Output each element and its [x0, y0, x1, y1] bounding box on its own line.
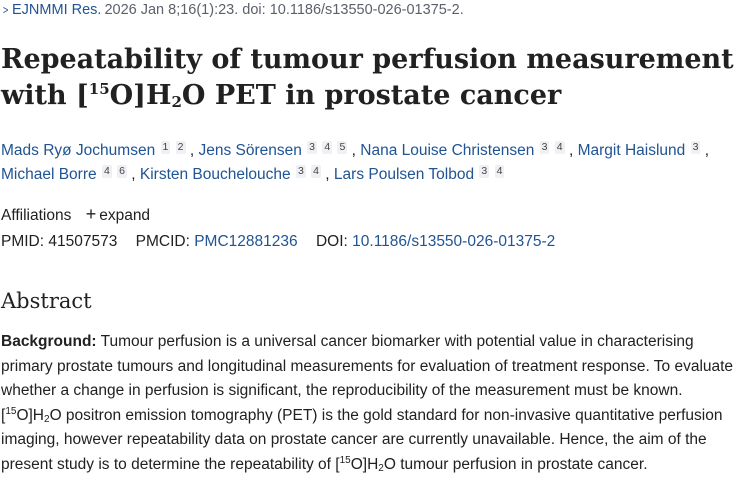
affiliation-number[interactable]: 2 [175, 141, 186, 154]
author-link[interactable]: Kirsten Bouchelouche [139, 166, 291, 183]
author-list: Mads Ryø Jochumsen 1 2 , Jens Sörensen 3… [1, 141, 710, 183]
affiliation-number[interactable]: 3 [479, 165, 490, 178]
pmcid-link[interactable]: PMC12881236 [194, 233, 298, 250]
pmcid-label: PMCID: [135, 233, 190, 250]
affiliations-row: Affiliations + expand [1, 204, 150, 225]
chevron-right-icon[interactable]: > [2, 3, 9, 17]
pmid-value: 41507573 [48, 233, 118, 250]
doi-link[interactable]: 10.1186/s13550-026-01375-2 [352, 233, 556, 250]
affiliation-number[interactable]: 4 [494, 165, 505, 178]
author-link[interactable]: Lars Poulsen Tolbod [333, 166, 475, 183]
author-link[interactable]: Michael Borre [1, 166, 97, 183]
abstract-background: Background: Tumour perfusion is a univer… [1, 333, 734, 474]
citation-details: 2026 Jan 8;16(1):23. doi: 10.1186/s13550… [104, 2, 464, 18]
citation-line: > EJNMMI Res. 2026 Jan 8;16(1):23. doi: 10… [2, 2, 464, 18]
expand-affiliations-button[interactable]: + expand [85, 204, 151, 224]
affiliation-number[interactable]: 4 [101, 165, 112, 178]
affiliations-label: Affiliations [1, 207, 72, 224]
doi-label: DOI: [315, 233, 348, 250]
affiliation-number[interactable]: 4 [554, 141, 565, 154]
journal-link[interactable]: EJNMMI Res. [12, 2, 102, 18]
affiliation-number[interactable]: 4 [322, 141, 333, 154]
abstract-heading: Abstract [1, 289, 92, 313]
author-link[interactable]: Jens Sörensen [198, 142, 302, 159]
plus-icon: + [85, 204, 97, 224]
background-label: Background: [1, 333, 97, 350]
affiliation-number[interactable]: 3 [690, 141, 701, 154]
affiliation-number[interactable]: 3 [539, 141, 550, 154]
affiliation-number[interactable]: 3 [295, 165, 306, 178]
affiliation-number[interactable]: 4 [311, 165, 321, 178]
affiliation-number[interactable]: 1 [160, 141, 171, 154]
page-title: Repeatability of tumour perfusion measur… [1, 44, 734, 111]
author-link[interactable]: Mads Ryø Jochumsen [1, 142, 156, 159]
author-link[interactable]: Nana Louise Christensen [360, 142, 535, 159]
affiliation-number[interactable]: 6 [117, 165, 127, 178]
pmid-label: PMID: [1, 233, 45, 250]
author-link[interactable]: Margit Haislund [577, 142, 686, 159]
identifiers-row: PMID: 41507573 PMCID: PMC12881236 DOI: 1… [1, 233, 555, 251]
affiliation-number[interactable]: 3 [307, 141, 318, 154]
affiliation-number[interactable]: 5 [337, 141, 348, 154]
